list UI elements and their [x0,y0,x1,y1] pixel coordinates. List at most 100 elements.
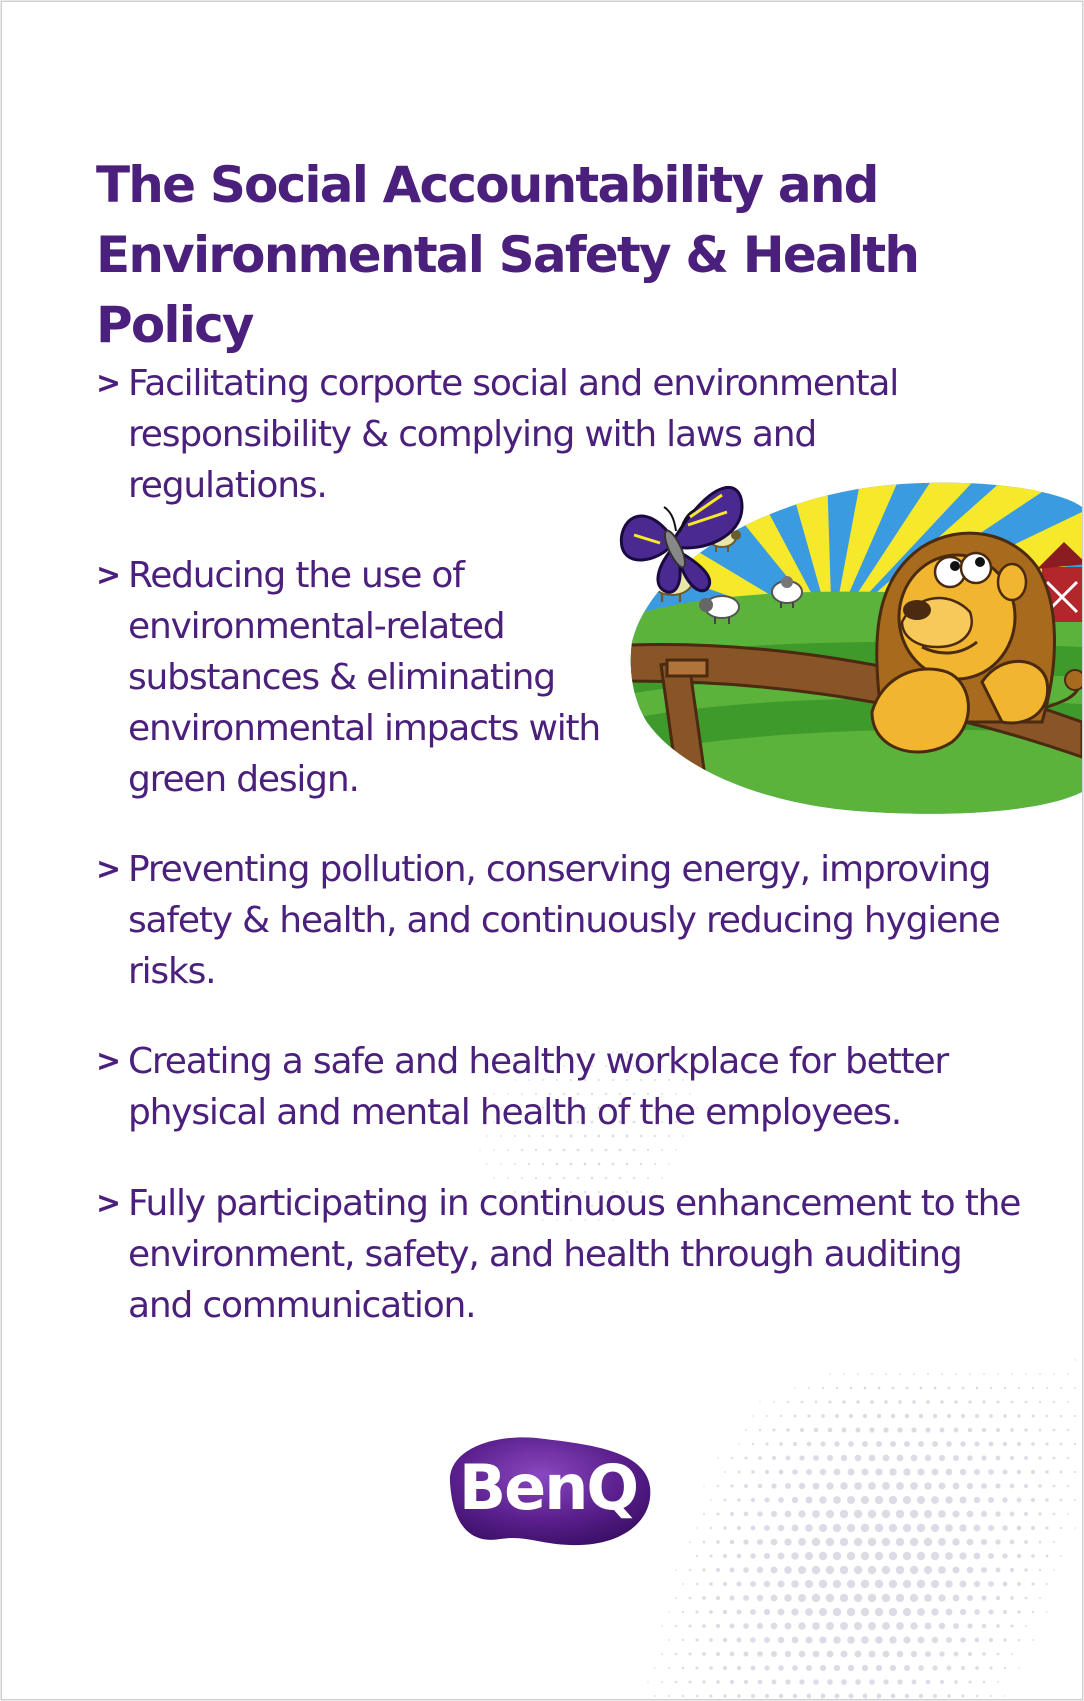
halftone-dot [730,1512,734,1516]
halftone-dot [959,1608,967,1616]
halftone-dot [688,1568,692,1572]
halftone-dot [750,1665,756,1671]
halftone-dot [791,1608,799,1616]
halftone-dot [661,1149,663,1151]
bullet-chevron: > [96,1186,121,1221]
halftone-dot [930,1523,940,1533]
halftone-dot [591,1205,593,1207]
halftone-dot [639,1162,643,1166]
halftone-dot [569,1162,573,1166]
halftone-dot [1009,1483,1015,1489]
halftone-dot [729,1595,735,1601]
halftone-dot [654,1051,656,1053]
halftone-dot [527,1162,531,1166]
halftone-dot [675,1569,677,1571]
halftone-dot [668,1163,670,1165]
halftone-dot [813,1455,819,1461]
halftone-dot [479,1149,481,1151]
halftone-dot [876,1413,882,1419]
halftone-dot [973,1496,981,1504]
halftone-dot [981,1427,987,1433]
halftone-dot [923,1509,933,1519]
halftone-dot [743,1511,749,1517]
halftone-dot [583,1190,587,1194]
halftone-dot [996,1428,1000,1432]
halftone-dot [953,1455,959,1461]
halftone-dot [696,1107,698,1109]
halftone-dot [722,1581,728,1587]
halftone-dot [860,1495,870,1505]
halftone-dot [1074,1359,1076,1361]
halftone-dot [818,1551,828,1561]
policy-item-text: Creating a safe and healthy workplace fo… [128,1041,949,1133]
halftone-dot [738,1443,740,1445]
halftone-dot [1067,1373,1069,1375]
halftone-dot [569,1134,573,1138]
halftone-dot [905,1386,909,1390]
halftone-dot [562,1176,566,1180]
halftone-dot [800,1400,804,1404]
halftone-dot [938,1454,946,1462]
halftone-dot [969,1373,971,1375]
halftone-dot [590,1092,594,1096]
halftone-dot [647,1681,649,1683]
halftone-dot [653,1078,657,1082]
bullet-chevron: > [96,558,121,593]
halftone-dot [1045,1386,1049,1390]
halftone-dot [1016,1553,1022,1559]
halftone-dot [771,1679,777,1685]
halftone-dot [989,1386,993,1390]
halftone-dot [952,1538,960,1546]
halftone-dot [597,1162,601,1166]
halftone-dot [856,1400,860,1404]
halftone-dot [604,1176,608,1180]
halftone-dot [633,1065,635,1067]
halftone-dot [839,1537,849,1547]
bullet-chevron: > [96,852,121,887]
halftone-dot [925,1427,931,1433]
halftone-dot [605,1065,607,1067]
halftone-dot [902,1579,912,1589]
halftone-dot [493,1121,495,1123]
halftone-dot [877,1386,881,1390]
halftone-dot [778,1469,784,1475]
halftone-dot [1052,1400,1056,1404]
halftone-dot [995,1567,1001,1573]
halftone-dot [577,1205,579,1207]
halftone-dot [1046,1611,1048,1613]
halftone-dot [882,1650,890,1658]
halftone-dot [785,1679,791,1685]
halftone-dot [764,1469,770,1475]
halftone-dot [633,1205,635,1207]
halftone-dot [812,1510,820,1518]
halftone-dot [868,1482,876,1490]
halftone-dot [717,1457,719,1459]
halftone-dot [507,1149,509,1151]
halftone-dot [715,1567,721,1573]
halftone-dot [888,1579,898,1589]
halftone-dot [923,1565,933,1575]
halftone-dot [940,1400,944,1404]
halftone-dot [1009,1511,1015,1517]
halftone-dot [653,1134,657,1138]
halftone-dot [938,1594,946,1602]
halftone-dot [736,1525,742,1531]
halftone-dot [1045,1554,1049,1558]
halftone-dot [1066,1484,1070,1488]
halftone-dot [938,1510,946,1518]
halftone-dot [569,1106,573,1110]
halftone-dot [835,1386,839,1390]
halftone-dot [696,1527,698,1529]
halftone-dot [569,1190,573,1194]
halftone-dot [910,1482,918,1490]
halftone-dot [752,1415,754,1417]
halftone-dot [819,1664,827,1672]
halftone-dot [825,1593,835,1603]
halftone-dot [1031,1610,1035,1614]
halftone-dot [987,1552,995,1560]
halftone-dot [853,1621,863,1631]
halftone-dot [966,1566,974,1574]
halftone-dot [798,1622,806,1630]
halftone-dot [966,1482,974,1490]
halftone-dot [773,1401,775,1403]
